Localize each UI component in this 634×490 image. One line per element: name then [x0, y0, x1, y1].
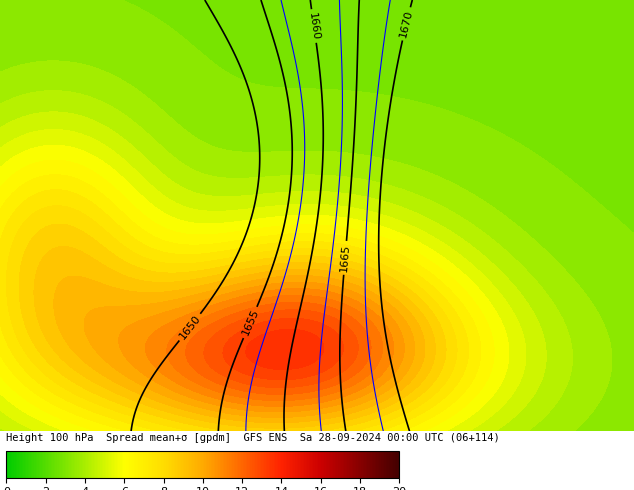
Text: 1650: 1650 [178, 313, 202, 342]
Text: 1665: 1665 [339, 244, 351, 272]
Text: 1660: 1660 [307, 11, 321, 41]
Text: 1655: 1655 [240, 308, 261, 337]
Text: Height 100 hPa  Spread mean+σ [gpdm]  GFS ENS  Sa 28-09-2024 00:00 UTC (06+114): Height 100 hPa Spread mean+σ [gpdm] GFS … [6, 434, 500, 443]
Text: 1670: 1670 [398, 9, 415, 39]
